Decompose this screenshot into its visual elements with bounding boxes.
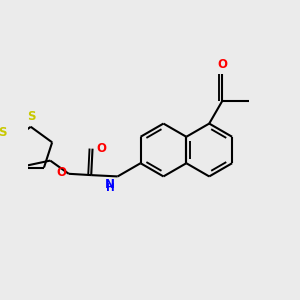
- Text: S: S: [27, 110, 36, 123]
- Text: O: O: [218, 58, 227, 70]
- Text: N: N: [105, 178, 115, 191]
- Text: O: O: [56, 166, 66, 179]
- Text: O: O: [96, 142, 106, 155]
- Text: S: S: [0, 126, 7, 139]
- Text: H: H: [106, 183, 115, 193]
